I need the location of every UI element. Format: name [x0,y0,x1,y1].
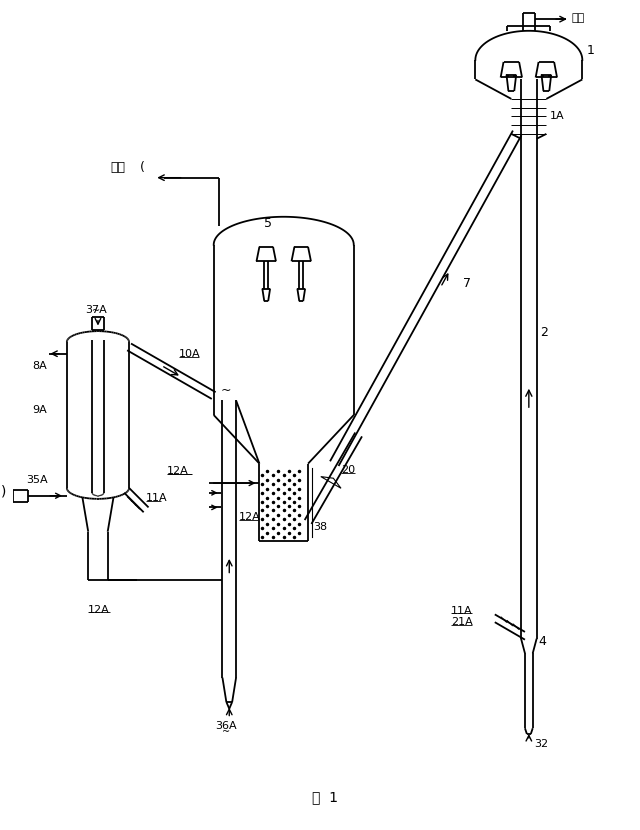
Text: 1A: 1A [550,111,565,121]
Text: 35A: 35A [26,475,47,486]
Text: 烟气: 烟气 [111,162,125,174]
Text: 11A: 11A [451,606,473,616]
Text: 12A: 12A [88,604,110,614]
Text: ~: ~ [222,727,230,737]
Text: 2: 2 [541,326,548,339]
Text: 产品: 产品 [572,13,585,23]
Text: 21A: 21A [451,618,473,627]
Text: 8A: 8A [33,361,47,371]
Text: 7: 7 [463,277,470,290]
Text: 4: 4 [539,635,547,648]
Text: 5: 5 [264,217,272,230]
Text: 图  1: 图 1 [312,790,337,804]
Text: ~: ~ [221,384,232,398]
Text: 38: 38 [313,522,327,532]
Text: ~: ~ [92,306,100,316]
Text: (: ( [140,162,145,174]
Text: 32: 32 [534,739,548,749]
Text: 20: 20 [341,466,355,476]
Text: 12A: 12A [239,512,260,522]
Text: 37A: 37A [85,305,107,315]
Polygon shape [321,476,341,488]
Text: 12A: 12A [167,466,189,476]
Text: 9A: 9A [33,405,47,415]
Text: 1: 1 [586,44,594,56]
Text: 36A: 36A [216,721,237,731]
Text: 10A: 10A [179,349,201,359]
Text: 11A: 11A [146,493,167,503]
Text: ): ) [1,485,6,499]
